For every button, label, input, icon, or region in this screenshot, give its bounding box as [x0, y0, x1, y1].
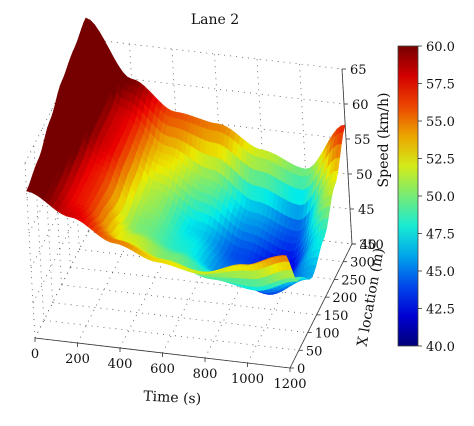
- colorbar-tick-label: 42.5: [426, 303, 455, 318]
- grid-line: [35, 214, 97, 338]
- chart-title: Lane 2: [191, 12, 239, 28]
- y-tick-label: 200: [332, 291, 357, 306]
- y-tick-label: 250: [341, 273, 366, 288]
- colorbar-tick-label: 52.5: [426, 153, 455, 168]
- grid-line: [53, 303, 308, 333]
- y-tick-label: 0: [297, 362, 305, 377]
- z-tick-label: 45: [358, 203, 375, 218]
- x-tick-label: 0: [31, 347, 39, 362]
- z-axis-title: Speed (km/h): [376, 93, 392, 188]
- colorbar: 40.0 42.5 45.0 47.5 50.0 52.5 55.0 57.5 60.0: [398, 40, 455, 355]
- x-tick-label: 600: [150, 362, 175, 377]
- colorbar-tick-label: 50.0: [426, 190, 455, 205]
- colorbar-tick-label: 57.5: [426, 78, 455, 93]
- x-tick-label: 800: [193, 367, 218, 382]
- x-tick-label: 1200: [273, 377, 306, 392]
- x-tick-label: 1000: [231, 372, 264, 387]
- z-tick-label: 50: [356, 168, 373, 183]
- x-tick-label: 200: [65, 352, 90, 367]
- x-tick-label: 400: [108, 357, 133, 372]
- colorbar-tick-label: 47.5: [426, 228, 455, 243]
- colorbar-tick-label: 55.0: [426, 115, 455, 130]
- colorbar-tick-label: 45.0: [426, 265, 455, 280]
- z-tick-label: 60: [352, 98, 369, 113]
- colorbar-tick-label: 40.0: [426, 340, 455, 355]
- surface-patch: [339, 125, 345, 133]
- z-tick-label: 55: [354, 133, 371, 148]
- y-tick-label: 50: [306, 344, 323, 359]
- y-tick-label: 150: [324, 309, 349, 324]
- z-axis-line: [342, 69, 352, 244]
- y-tick-label: 100: [315, 327, 340, 342]
- x-axis-title: Time (s): [143, 389, 202, 408]
- z-tick-label: 65: [350, 63, 367, 78]
- colorbar-tick-label: 60.0: [426, 40, 455, 55]
- colorbar-gradient: [398, 46, 418, 346]
- grid-line: [35, 214, 97, 338]
- grid-line: [44, 320, 299, 350]
- surface-plot: [27, 18, 346, 294]
